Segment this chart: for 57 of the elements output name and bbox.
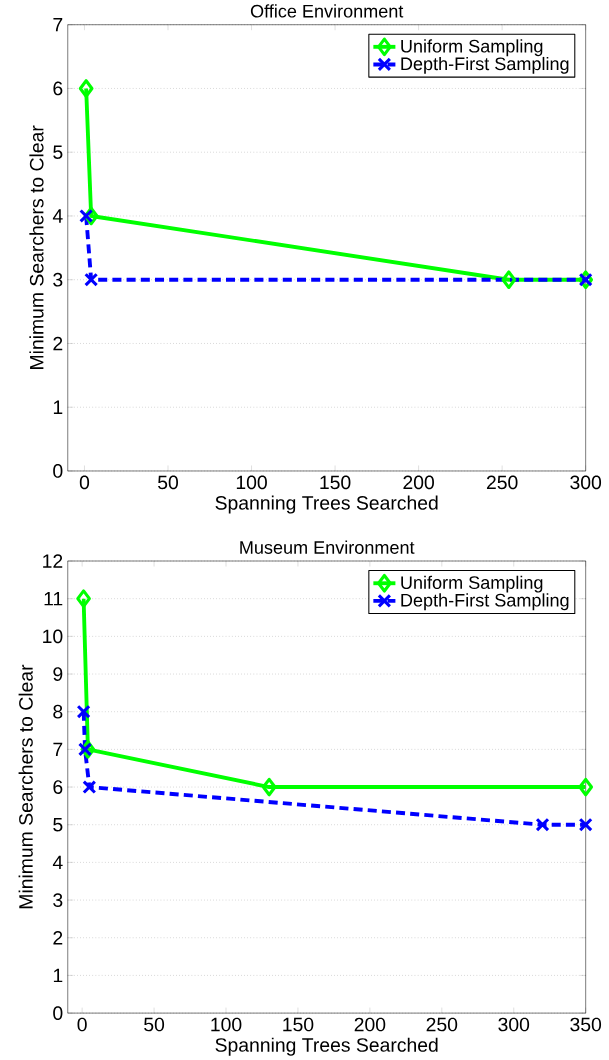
x-axis-title: Spanning Trees Searched [215,495,438,514]
x-tick-label: 350 [570,1017,602,1032]
y-tick-label: 5 [53,817,63,832]
x-tick-label: 50 [158,475,179,490]
x-tick-label: 100 [211,1017,242,1032]
point [76,589,91,608]
x-tick-label: 100 [236,475,267,490]
legend-label: Uniform Sampling [401,575,543,593]
y-tick-label: 4 [52,209,63,223]
y-tick-label: 0 [53,464,63,478]
y-tick-label: 6 [53,81,63,96]
x-tick-label: 300 [570,475,602,490]
y-tick-label: 0 [53,1006,63,1020]
x-tick-label: 0 [79,475,90,490]
x-tick-label: 250 [487,475,518,490]
point [501,270,517,290]
y-tick-label: 6 [53,780,63,794]
x-tick-label: 150 [283,1017,314,1032]
legend-label: Depth-First Sampling [401,593,569,611]
y-tick-label: 7 [53,18,63,32]
y-axis-title: Minimum Searchers to Clear [18,664,33,909]
x-tick-label: 200 [354,1017,386,1032]
x-tick-label: 250 [426,1017,458,1032]
x-tick-label: 200 [403,475,435,490]
y-tick-label: 9 [53,667,63,681]
point [78,79,94,98]
y-tick-label: 7 [53,742,63,757]
point [578,817,593,832]
y-tick-label: 12 [43,554,63,568]
x-axis-title: Spanning Trees Searched [215,1037,438,1056]
y-tick-label: 11 [44,592,63,606]
x-tick-label: 0 [77,1017,87,1032]
point [79,208,94,223]
y-tick-label: 10 [43,629,63,644]
legend-label: Depth-First Sampling [401,56,569,74]
point [578,777,594,797]
y-tick-label: 8 [53,704,63,719]
y-tick-label: 4 [52,855,63,870]
point [535,817,550,832]
x-tick-label: 300 [498,1017,530,1032]
y-axis-title: Minimum Searchers to Clear [29,125,44,369]
point [76,704,91,719]
legend-label: Uniform Sampling [401,39,543,57]
chart-title: Office Environment [250,4,404,18]
y-tick-label: 1 [53,968,63,983]
y-tick-label: 5 [53,145,63,159]
y-tick-label: 2 [53,930,63,945]
point [84,272,99,287]
x-tick-label: 50 [144,1017,165,1032]
y-tick-label: 1 [53,400,63,414]
x-tick-label: 150 [320,475,351,490]
point [82,780,97,795]
point [261,777,277,797]
y-tick-label: 2 [53,336,63,351]
chart-title: Museum Environment [240,540,415,554]
y-tick-label: 3 [53,272,63,287]
y-tick-label: 3 [53,893,63,907]
